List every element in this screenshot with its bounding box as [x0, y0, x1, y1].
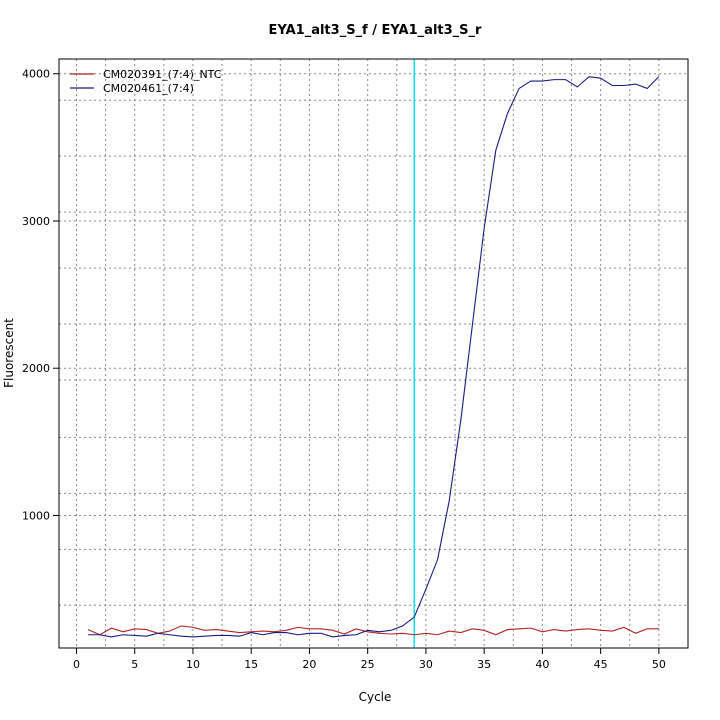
x-tick-label: 10	[186, 658, 200, 671]
x-axis: 0 5 10 15 20 25 30 35 40 45 50	[73, 648, 666, 671]
plot-frame	[58, 58, 689, 649]
x-tick-label: 0	[73, 658, 80, 671]
x-tick-label: 40	[535, 658, 549, 671]
y-tick-label: 1000	[22, 509, 50, 522]
y-tick-label: 4000	[22, 68, 50, 81]
x-tick-label: 35	[477, 658, 491, 671]
x-tick-label: 45	[594, 658, 608, 671]
x-tick-label: 50	[652, 658, 666, 671]
x-tick-label: 25	[361, 658, 375, 671]
x-tick-label: 30	[419, 658, 433, 671]
series-line-2	[88, 76, 660, 638]
legend-label: CM020461_(7:4)	[103, 82, 194, 95]
grid	[59, 59, 688, 648]
chart-title: EYA1_alt3_S_f / EYA1_alt3_S_r	[269, 23, 482, 38]
x-tick-label: 5	[131, 658, 138, 671]
series-group	[87, 76, 660, 638]
series-line-1	[87, 625, 659, 636]
y-axis: 1000 2000 3000 4000	[22, 68, 59, 522]
y-axis-label: Fluorescent	[2, 318, 16, 388]
y-tick-label: 3000	[22, 215, 50, 228]
legend-label: CM020391_(7:4)_NTC	[103, 68, 222, 81]
x-axis-label: Cycle	[359, 690, 392, 704]
x-tick-label: 15	[244, 658, 258, 671]
x-tick-label: 20	[302, 658, 316, 671]
y-tick-label: 2000	[22, 362, 50, 375]
